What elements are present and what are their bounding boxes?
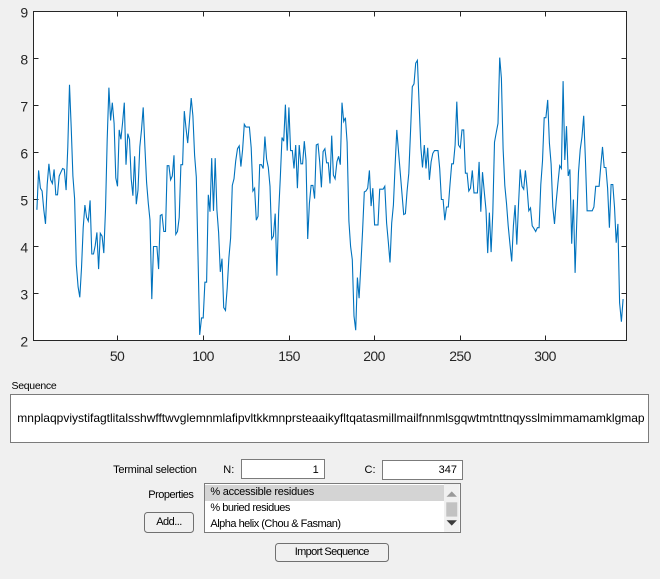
- svg-text:5: 5: [20, 193, 28, 209]
- svg-text:50: 50: [110, 348, 125, 364]
- svg-text:200: 200: [363, 348, 385, 364]
- svg-text:7: 7: [20, 99, 28, 115]
- svg-text:250: 250: [449, 348, 471, 364]
- svg-text:6: 6: [20, 146, 28, 162]
- svg-text:3: 3: [20, 287, 28, 303]
- svg-text:150: 150: [278, 348, 300, 364]
- svg-text:4: 4: [20, 240, 28, 256]
- svg-text:9: 9: [20, 5, 28, 21]
- svg-text:100: 100: [192, 348, 214, 364]
- svg-text:8: 8: [20, 52, 28, 68]
- svg-text:300: 300: [534, 348, 556, 364]
- svg-text:2: 2: [20, 334, 28, 350]
